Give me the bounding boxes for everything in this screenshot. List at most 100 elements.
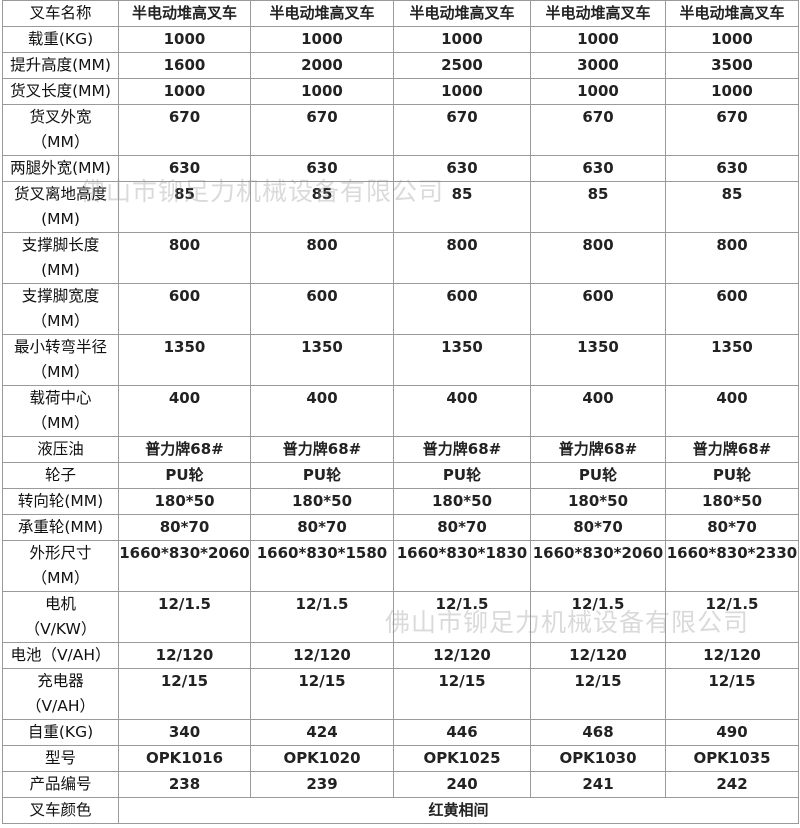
row-value: 80*70 (118, 514, 251, 541)
row-value: 12/1.5 (250, 591, 394, 643)
row-value: 400 (393, 385, 531, 437)
table-row: 两腿外宽(MM) 630 630 630 630 630 (2, 155, 799, 182)
row-value: 239 (250, 771, 394, 798)
row-value: 普力牌68# (393, 436, 531, 463)
row-value: PU轮 (665, 462, 799, 489)
row-value: 180*50 (118, 488, 251, 515)
row-value: 1350 (118, 334, 251, 386)
row-value: 1000 (250, 78, 394, 105)
row-value: 1000 (393, 78, 531, 105)
row-label: 载荷中心 （MM） (2, 385, 119, 437)
row-value: 180*50 (530, 488, 666, 515)
row-value: 1350 (393, 334, 531, 386)
row-value: 12/1.5 (665, 591, 799, 643)
footer-label: 叉车颜色 (2, 797, 119, 824)
row-value: 80*70 (393, 514, 531, 541)
table-row: 液压油 普力牌68# 普力牌68# 普力牌68# 普力牌68# 普力牌68# (2, 436, 799, 463)
row-value: 800 (530, 232, 666, 284)
row-value: 800 (393, 232, 531, 284)
row-label: 两腿外宽(MM) (2, 155, 119, 182)
row-value: 670 (118, 104, 251, 156)
row-value: 600 (250, 283, 394, 335)
row-value: OPK1020 (250, 745, 394, 772)
row-value: 1660*830*2060 (530, 540, 666, 592)
row-value: PU轮 (250, 462, 394, 489)
row-value: 12/120 (250, 642, 394, 669)
row-value: 85 (393, 181, 531, 233)
table-row: 承重轮(MM) 80*70 80*70 80*70 80*70 80*70 (2, 514, 799, 541)
header-row: 叉车名称 半电动堆高叉车 半电动堆高叉车 半电动堆高叉车 半电动堆高叉车 半电动堆高叉车 (2, 0, 799, 27)
row-value: 12/15 (250, 668, 394, 720)
row-value: 12/120 (118, 642, 251, 669)
row-label: 电池（V/AH） (2, 642, 119, 669)
row-value: 800 (250, 232, 394, 284)
row-value: 1000 (530, 78, 666, 105)
table-row: 最小转弯半径 （MM） 1350 1350 1350 1350 1350 (2, 334, 799, 386)
row-value: 600 (118, 283, 251, 335)
row-value: 670 (250, 104, 394, 156)
row-label: 电机 （V/KW） (2, 591, 119, 643)
footer-value: 红黄相间 (118, 797, 799, 824)
row-value: 85 (250, 181, 394, 233)
row-value: 180*50 (393, 488, 531, 515)
row-value: PU轮 (393, 462, 531, 489)
row-value: 85 (530, 181, 666, 233)
row-value: 普力牌68# (118, 436, 251, 463)
row-value: 400 (250, 385, 394, 437)
table-row: 支撑脚宽度 （MM） 600 600 600 600 600 (2, 283, 799, 335)
row-label: 提升高度(MM) (2, 52, 119, 79)
row-value: OPK1025 (393, 745, 531, 772)
row-value: 1350 (665, 334, 799, 386)
row-label: 充电器 （V/AH） (2, 668, 119, 720)
table-row: 载荷中心 （MM） 400 400 400 400 400 (2, 385, 799, 437)
row-value: OPK1016 (118, 745, 251, 772)
row-value: 670 (665, 104, 799, 156)
row-label: 液压油 (2, 436, 119, 463)
header-model-name: 半电动堆高叉车 (393, 0, 531, 27)
header-label: 叉车名称 (2, 0, 119, 27)
row-value: 240 (393, 771, 531, 798)
row-value: 1000 (118, 78, 251, 105)
row-value: 600 (393, 283, 531, 335)
table-row: 电池（V/AH） 12/120 12/120 12/120 12/120 12/120 (2, 642, 799, 669)
table-row: 货叉外宽 （MM） 670 670 670 670 670 (2, 104, 799, 156)
table-row: 充电器 （V/AH） 12/15 12/15 12/15 12/15 12/15 (2, 668, 799, 720)
row-value: 800 (118, 232, 251, 284)
row-value: 400 (530, 385, 666, 437)
row-label: 支撑脚宽度 （MM） (2, 283, 119, 335)
row-label: 最小转弯半径 （MM） (2, 334, 119, 386)
row-value: 3000 (530, 52, 666, 79)
row-value: 1660*830*1580 (250, 540, 394, 592)
row-value: 400 (665, 385, 799, 437)
row-value: 1000 (665, 78, 799, 105)
row-label: 轮子 (2, 462, 119, 489)
row-value: 446 (393, 719, 531, 746)
row-value: 12/120 (530, 642, 666, 669)
row-value: 630 (393, 155, 531, 182)
table-row: 轮子 PU轮 PU轮 PU轮 PU轮 PU轮 (2, 462, 799, 489)
row-value: 340 (118, 719, 251, 746)
row-value: 242 (665, 771, 799, 798)
row-value: 241 (530, 771, 666, 798)
row-value: 238 (118, 771, 251, 798)
table-row: 电机 （V/KW） 12/1.5 12/1.5 12/1.5 12/1.5 12/1.5 (2, 591, 799, 643)
row-value: 800 (665, 232, 799, 284)
row-value: 1000 (250, 26, 394, 53)
row-value: 400 (118, 385, 251, 437)
row-value: 1000 (530, 26, 666, 53)
table-row: 型号 OPK1016 OPK1020 OPK1025 OPK1030 OPK1035 (2, 745, 799, 772)
table-row: 提升高度(MM) 1600 2000 2500 3000 3500 (2, 52, 799, 79)
row-label: 外形尺寸 （MM） (2, 540, 119, 592)
row-value: 12/15 (118, 668, 251, 720)
row-value: 180*50 (250, 488, 394, 515)
table-row: 外形尺寸 （MM） 1660*830*2060 1660*830*1580 1660*… (2, 540, 799, 592)
table-row: 载重(KG) 1000 1000 1000 1000 1000 (2, 26, 799, 53)
row-value: PU轮 (530, 462, 666, 489)
row-label: 自重(KG) (2, 719, 119, 746)
row-label: 载重(KG) (2, 26, 119, 53)
row-value: 1000 (665, 26, 799, 53)
table-row: 转向轮(MM) 180*50 180*50 180*50 180*50 180*50 (2, 488, 799, 515)
row-value: 180*50 (665, 488, 799, 515)
row-value: OPK1030 (530, 745, 666, 772)
row-value: 普力牌68# (250, 436, 394, 463)
